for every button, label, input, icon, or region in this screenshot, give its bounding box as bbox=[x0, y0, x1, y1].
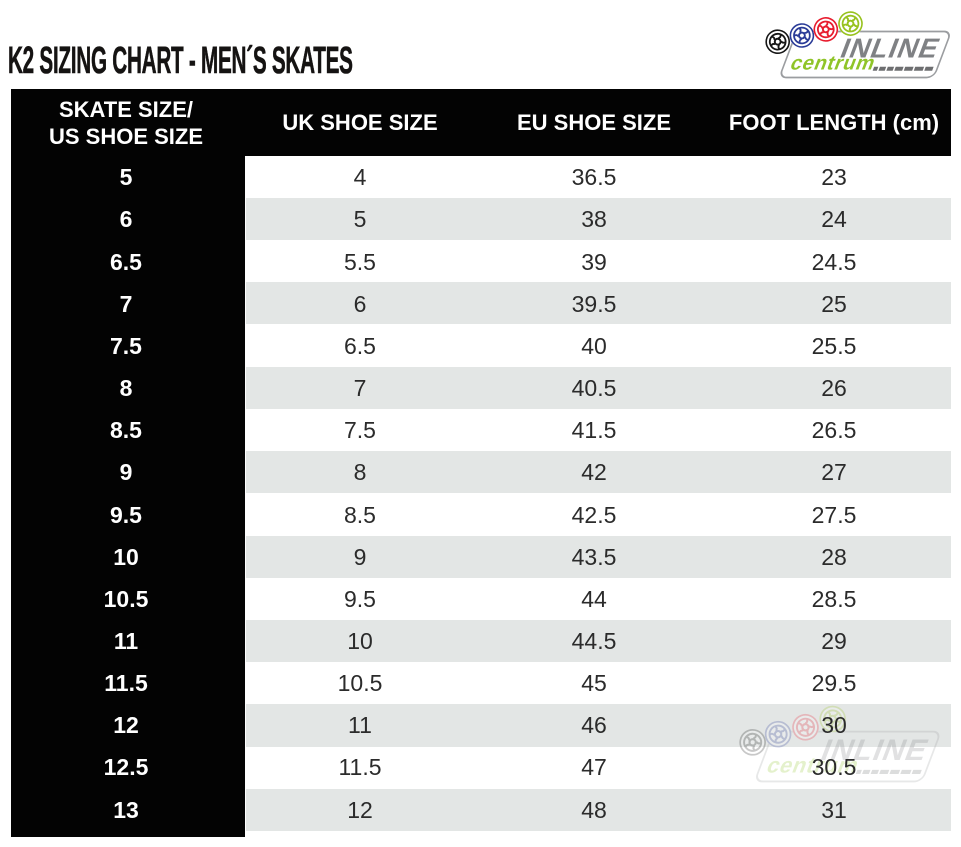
svg-text:centrum: centrum bbox=[763, 753, 862, 777]
svg-text:INLINE: INLINE bbox=[816, 733, 933, 767]
svg-text:INLINE: INLINE bbox=[836, 33, 944, 64]
svg-text:centrum: centrum bbox=[787, 52, 878, 74]
